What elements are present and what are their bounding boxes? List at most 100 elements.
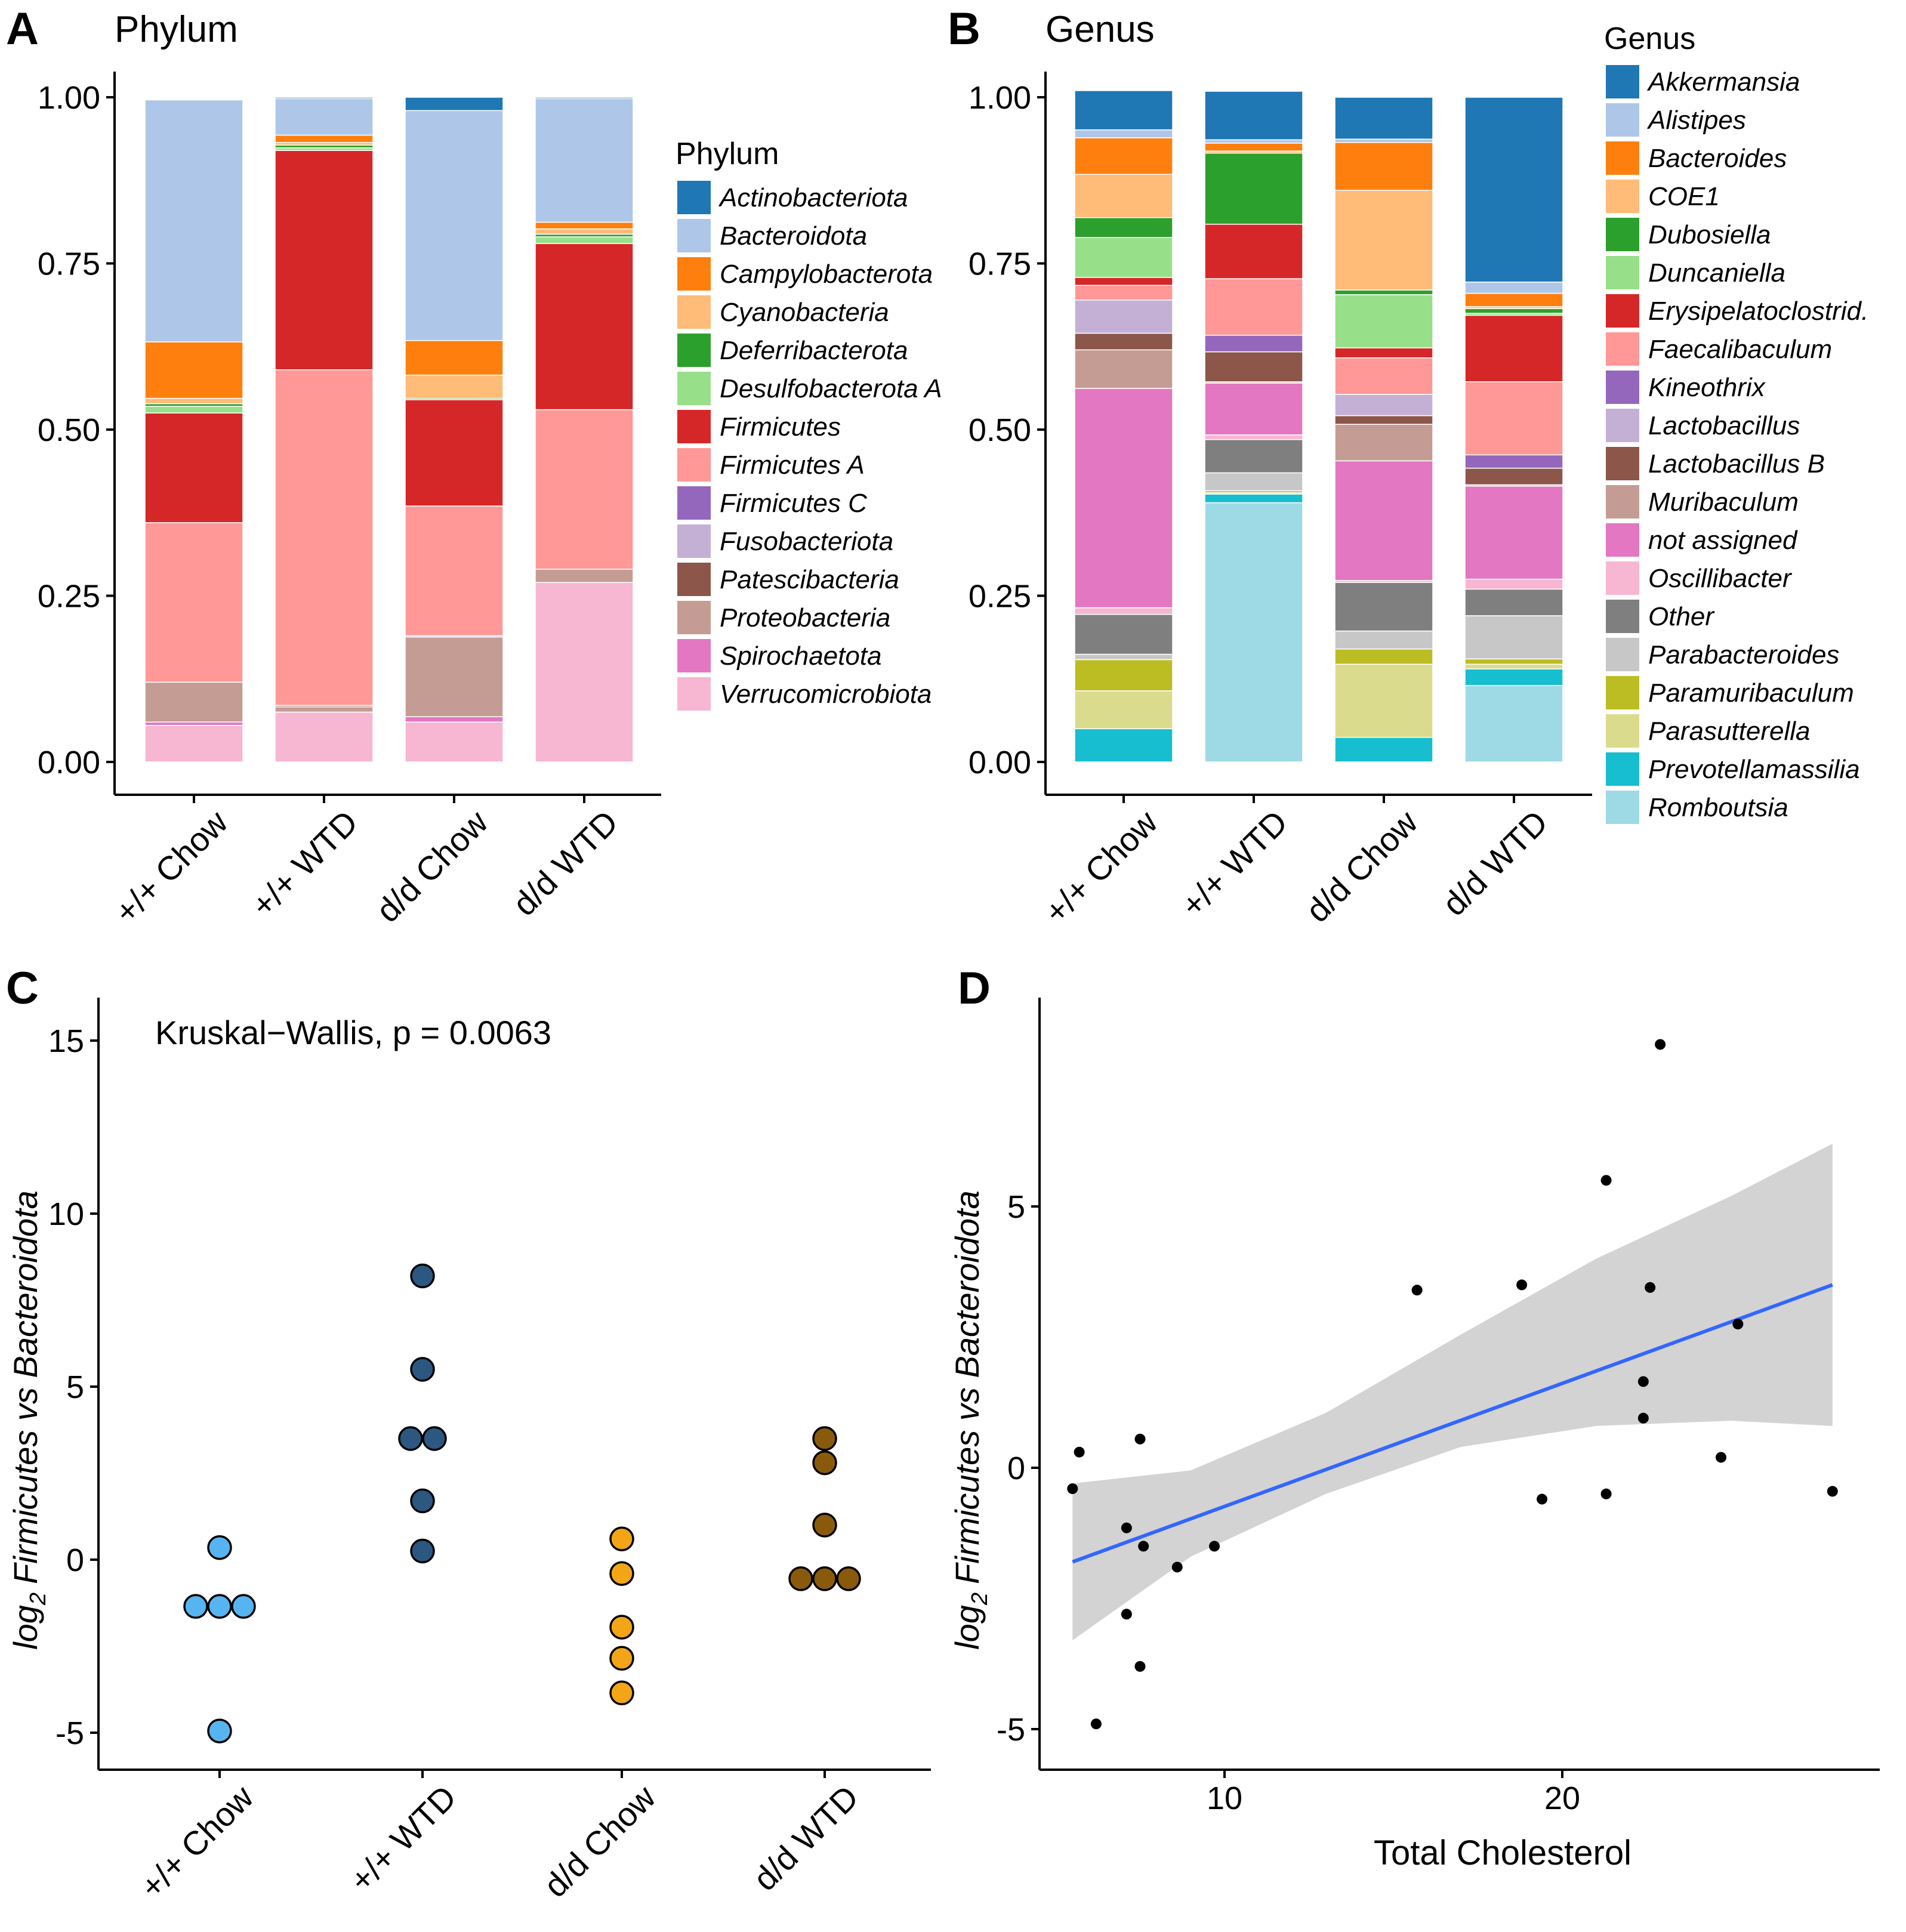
data-point [1171,1561,1183,1573]
bar-segment-campylobacterota [535,221,634,230]
x-tick-label: d/d Chow [1299,803,1425,930]
bar-segment-desulfobacterota-a [144,406,243,413]
bar-segment-not-assigned [1334,460,1433,581]
bar-segment-erysipelatoclostrid [1204,224,1303,279]
data-point [1655,1039,1666,1050]
legend-label-desulfobacterota-a: Desulfobacterota A [720,374,942,403]
data-point-wtd [410,1488,435,1514]
bar-segment-alistipes [1334,138,1433,143]
legend-label-dubosiella: Dubosiella [1648,220,1771,249]
bar-segment-firmicutes-a [405,505,504,637]
bar-segment-proteobacteria [405,636,504,717]
legend-label-actinobacteriota: Actinobacteriota [718,183,908,212]
regression-line [1072,1283,1833,1564]
bar-segment-prevotellamassilia [1074,728,1173,763]
bar-segment-actinobacteriota [405,97,504,112]
legend-swatch-bacteroides [1605,140,1640,176]
data-point [1411,1285,1423,1296]
bar-segment-alistipes [1464,281,1563,294]
bar-segment-parasutterella [1074,690,1173,730]
panel-c-annotation: Kruskal−Wallis, p = 0.0063 [155,1014,551,1051]
data-point-d-d-wtd [812,1450,837,1476]
x-tick-label: +/+ Chow [132,1778,260,1906]
data-point [1716,1452,1727,1463]
y-tick-label: 0.50 [38,412,100,448]
panel-a-letter: A [6,4,39,54]
y-tick-label: 0 [1007,1450,1025,1486]
panel-a-plot: 0.00 0.25 0.50 0.75 1.00 +/+ Chow +/+ WTD d/d C… [38,72,661,931]
x-tick-label: 10 [1207,1780,1242,1816]
bar-segment-prevotellamassilia [1204,493,1303,504]
legend-label-kineothrix: Kineothrix [1648,373,1766,402]
data-point-wtd [410,1538,435,1564]
bar-segment-alistipes [1204,139,1303,144]
data-point [1090,1718,1102,1730]
panel-c: C Kruskal−Wallis, p = 0.0063 log2 Firmicu… [6,963,931,1906]
bar-segment-erysipelatoclostrid [1464,314,1563,382]
legend-swatch-campylobacterota [676,256,712,292]
bar-segment-campylobacterota [275,134,374,143]
legend-swatch-not-assigned [1605,522,1640,558]
bar-segment-dubosiella [1464,308,1563,314]
bar-segment-actinobacteriota [535,97,634,99]
legend-swatch-erysipelatoclostrid [1605,293,1640,329]
bar-segment-erysipelatoclostrid [1334,347,1433,359]
legend-label-paramuribaculum: Paramuribaculum [1648,678,1854,708]
bar-segment-parabacteroides [1334,630,1433,650]
data-point-d-d-chow [609,1680,634,1706]
data-point-wtd [410,1357,435,1382]
legend-label-other: Other [1648,602,1715,631]
x-tick-label: d/d Chow [536,1778,663,1905]
legend-swatch-actinobacteriota [676,180,712,215]
legend-label-firmicutes: Firmicutes [720,412,841,442]
bar-segment-proteobacteria [535,569,634,583]
bar-segment-oscillibacter [1204,434,1303,440]
bar-segment-proteobacteria [144,681,243,723]
y-tick-label: 1.00 [969,80,1031,116]
legend-swatch-prevotellamassilia [1605,751,1640,787]
data-point-d-d-wtd [836,1566,861,1591]
y-tick-label: -5 [997,1712,1025,1748]
y-tick-label: -5 [55,1715,84,1751]
legend-label-alistipes: Alistipes [1646,106,1746,135]
legend-swatch-deferribacterota [676,332,712,368]
data-point-d-d-wtd [812,1426,837,1451]
y-tick-label: 0 [66,1542,84,1578]
y-tick-label: 0.25 [38,579,100,615]
bar-segment-romboutsia [1204,502,1303,763]
legend-label-bacteroidota: Bacteroidota [720,221,867,251]
bar-segment-bacteroidota [405,110,504,341]
y-tick-label: 0.00 [38,745,100,780]
bar-segment-oscillibacter [1074,607,1173,615]
bar-segment-spirochaetota [405,716,504,723]
legend-label-prevotellamassilia: Prevotellamassilia [1648,755,1860,784]
y-tick-label: 5 [1007,1189,1025,1225]
bar-segment-coe1 [1074,174,1173,218]
panel-d-y-axis-label: log2 Firmicutes vs Bacteroidota [948,1190,992,1650]
legend-swatch-spirochaetota [676,638,712,674]
bar-segment-dubosiella [1334,289,1433,295]
data-point [1067,1483,1078,1495]
legend-label-spirochaetota: Spirochaetota [720,641,882,671]
x-tick-label: d/d WTD [746,1778,866,1898]
bar-segment-prevotellamassilia [1464,668,1563,686]
y-tick-label: 0.75 [969,246,1031,282]
bar-segment-paramuribaculum [1464,658,1563,665]
bar-segment-kineothrix [1464,454,1563,469]
x-tick-label: d/d WTD [1435,803,1555,923]
bar-segment-firmicutes-a [275,369,374,706]
x-tick-label: 20 [1544,1780,1580,1816]
bar-segment-cyanobacteria [535,228,634,235]
legend-label-erysipelatoclostrid: Erysipelatoclostrid. [1648,297,1868,326]
y-tick-label: 15 [48,1023,84,1059]
data-point [1138,1541,1149,1552]
legend-swatch-desulfobacterota-a [676,371,712,406]
bar-segment-bacteroidota [535,98,634,223]
bar-segment-firmicutes [275,150,374,371]
legend-swatch-duncaniella [1605,255,1640,291]
data-point-chow [183,1594,208,1619]
panel-b-plot: 0.00 0.25 0.50 0.75 1.00 +/+ Chow +/+ WTD d/d C… [969,72,1592,931]
x-tick-label: d/d WTD [505,803,625,923]
x-tick-label: +/+ Chow [107,803,235,931]
